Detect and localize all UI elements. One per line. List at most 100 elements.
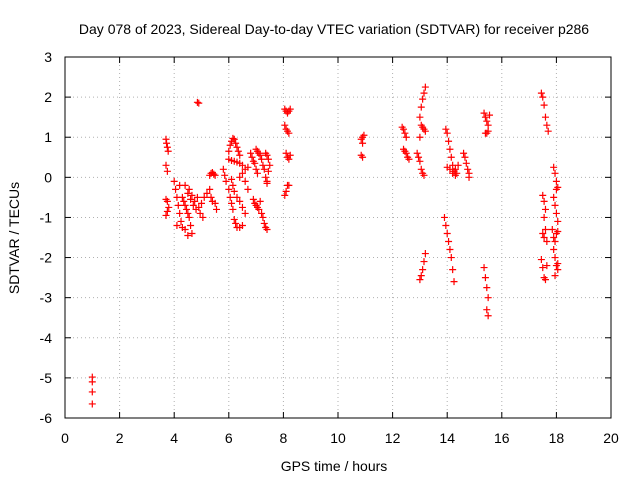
x-tick-label: 14 <box>439 430 455 446</box>
data-point <box>256 197 264 205</box>
data-point <box>200 193 208 201</box>
data-point <box>421 83 429 91</box>
data-point <box>230 215 238 223</box>
y-tick-label: -2 <box>40 250 53 266</box>
data-points <box>88 83 562 408</box>
data-point <box>550 193 558 201</box>
data-point <box>244 163 252 171</box>
data-point <box>461 153 469 161</box>
data-point <box>193 98 201 106</box>
data-point <box>282 149 290 157</box>
data-point <box>420 171 428 179</box>
data-point <box>416 113 424 121</box>
data-point <box>541 225 549 233</box>
data-point <box>541 276 549 284</box>
data-point <box>481 274 489 282</box>
data-point <box>236 197 244 205</box>
data-point <box>282 187 290 195</box>
data-point <box>182 205 190 213</box>
data-point <box>460 149 468 157</box>
data-point <box>543 238 551 246</box>
y-tick-label: -1 <box>40 209 53 225</box>
data-point <box>539 93 547 101</box>
data-point <box>554 266 562 274</box>
data-point <box>539 264 547 272</box>
data-point <box>238 161 246 169</box>
data-point <box>481 113 489 121</box>
data-point <box>184 209 192 217</box>
data-point <box>281 121 289 129</box>
data-point <box>181 225 189 233</box>
data-point <box>222 177 230 185</box>
data-point <box>185 213 193 221</box>
data-point <box>199 213 207 221</box>
x-tick-label: 18 <box>549 430 565 446</box>
data-point <box>163 143 171 151</box>
data-point <box>551 169 559 177</box>
data-point <box>286 105 294 113</box>
data-point <box>551 238 559 246</box>
data-point <box>88 400 96 408</box>
data-point <box>236 223 244 231</box>
data-point <box>359 139 367 147</box>
data-point <box>554 227 562 235</box>
data-point <box>229 181 237 189</box>
data-point <box>203 189 211 197</box>
y-tick-label: -5 <box>40 370 53 386</box>
x-axis-label: GPS time / hours <box>281 458 388 474</box>
data-point <box>198 199 205 207</box>
data-point <box>232 139 240 147</box>
data-point <box>181 181 189 189</box>
data-point <box>191 197 199 205</box>
data-point <box>544 127 552 135</box>
data-point <box>248 153 256 161</box>
x-tick-label: 20 <box>603 430 619 446</box>
data-point <box>228 175 236 183</box>
data-point <box>416 133 424 141</box>
data-point <box>226 193 234 201</box>
data-point <box>264 155 272 163</box>
data-point <box>442 125 450 133</box>
data-point <box>540 234 548 241</box>
data-point <box>262 173 270 181</box>
data-point <box>247 149 255 157</box>
data-point <box>552 185 560 193</box>
data-point <box>449 266 457 274</box>
data-point <box>263 225 271 233</box>
data-point <box>221 171 229 179</box>
data-point <box>285 129 293 137</box>
data-point <box>236 151 244 159</box>
data-point <box>540 213 548 221</box>
y-tick-label: -3 <box>40 290 53 306</box>
data-point <box>163 139 171 147</box>
data-point <box>454 161 462 169</box>
data-point <box>442 221 450 229</box>
data-point <box>539 191 547 199</box>
data-point <box>184 189 192 197</box>
data-point <box>207 193 215 201</box>
y-tick-label: -6 <box>40 410 53 426</box>
data-point <box>480 109 488 117</box>
data-point <box>285 155 293 163</box>
data-point <box>230 135 238 143</box>
data-point <box>196 209 204 217</box>
data-point <box>241 209 249 217</box>
data-point <box>465 173 473 181</box>
data-point <box>449 169 457 177</box>
data-point <box>264 167 272 175</box>
x-tick-label: 8 <box>280 430 288 446</box>
data-point <box>162 211 170 219</box>
data-point <box>188 229 196 237</box>
data-point <box>417 272 425 280</box>
data-point <box>421 127 429 135</box>
data-point <box>360 131 368 139</box>
data-point <box>266 161 274 169</box>
data-point <box>233 193 241 201</box>
data-point <box>543 262 551 270</box>
data-point <box>259 213 267 221</box>
data-point <box>551 254 559 262</box>
data-point <box>486 111 494 119</box>
data-point <box>551 272 559 280</box>
data-point <box>537 256 545 264</box>
data-point <box>195 203 203 211</box>
